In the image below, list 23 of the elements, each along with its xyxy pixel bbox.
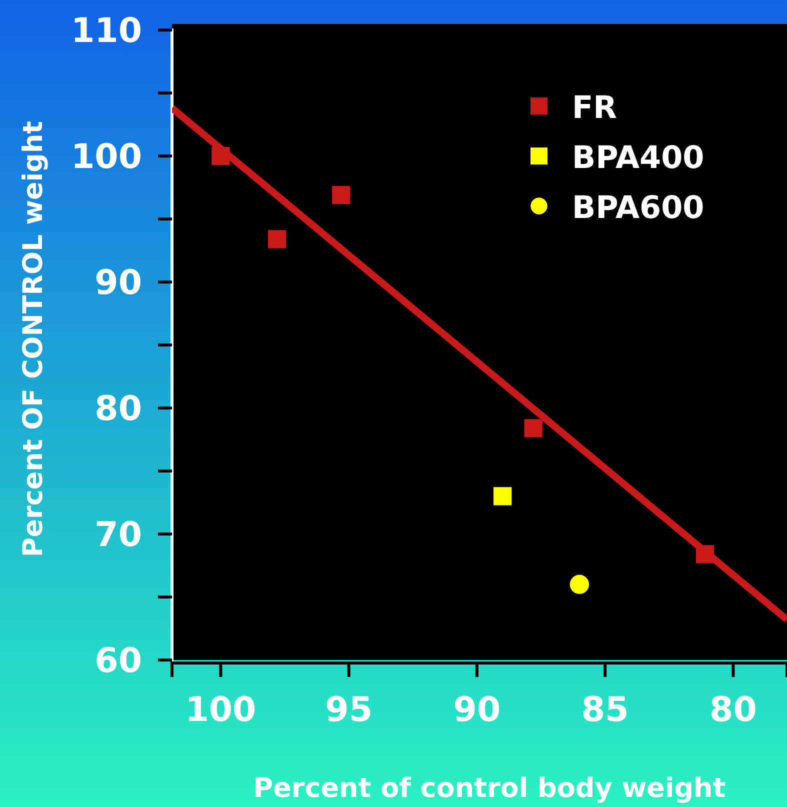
y-axis-title: Percent OF CONTROL weight xyxy=(18,120,49,558)
legend-label: FR xyxy=(572,90,618,126)
x-axis-title: Percent of control body weight xyxy=(253,773,726,804)
x-tick-label: 90 xyxy=(453,690,501,730)
y-tick-label: 60 xyxy=(94,640,142,681)
point xyxy=(493,487,512,506)
y-tick-label: 100 xyxy=(71,136,142,177)
x-tick-label: 80 xyxy=(710,690,757,730)
y-tick-label: 110 xyxy=(71,10,142,51)
point xyxy=(212,146,230,166)
x-tick-label: 95 xyxy=(325,690,372,730)
y-tick-label: 70 xyxy=(94,514,142,555)
legend-label: BPA600 xyxy=(572,190,704,226)
point xyxy=(696,545,714,564)
y-tick-label: 90 xyxy=(94,262,142,303)
point xyxy=(268,230,286,248)
point xyxy=(570,574,590,594)
point xyxy=(332,186,350,204)
x-tick-label: 85 xyxy=(581,690,629,730)
y-tick-label: 80 xyxy=(94,388,142,429)
x-tick-label: 100 xyxy=(185,690,256,730)
point xyxy=(524,419,542,438)
legend-label: BPA400 xyxy=(572,140,704,176)
